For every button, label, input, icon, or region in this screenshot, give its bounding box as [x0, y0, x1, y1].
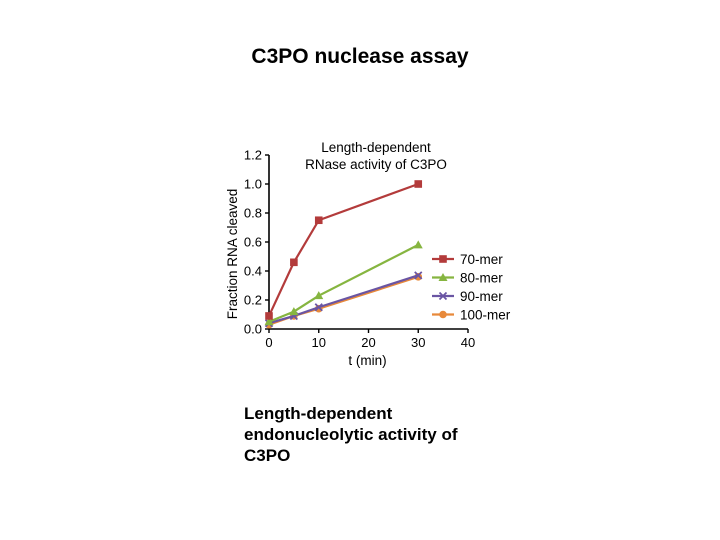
x-tick-label: 40: [461, 335, 475, 350]
caption-line-2: endonucleolytic activity of: [244, 425, 458, 444]
x-tick-label: 30: [411, 335, 425, 350]
legend-label: 90-mer: [460, 289, 503, 304]
legend-item-70-mer: 70-mer: [432, 252, 503, 267]
legend-marker-stroke-b: [438, 291, 448, 301]
legend-marker: [438, 273, 448, 281]
chart-series: [264, 180, 423, 329]
y-tick-label: 1.2: [244, 148, 262, 163]
data-point-70-mer: [314, 216, 323, 225]
x-tick-label: 20: [361, 335, 375, 350]
legend-marker: [438, 291, 448, 301]
legend-label: 100-mer: [460, 308, 511, 323]
y-tick-label: 0.8: [244, 206, 262, 221]
x-tick-label: 10: [312, 335, 326, 350]
data-point-90-mer-stroke-b: [314, 303, 323, 312]
chart-title-line-1: Length-dependent: [321, 140, 431, 155]
x-axis-label: t (min): [348, 353, 386, 368]
legend-item-100-mer: 100-mer: [432, 308, 511, 323]
legend-label: 80-mer: [460, 271, 503, 286]
slide-title: C3PO nuclease assay: [251, 45, 469, 68]
legend-label: 70-mer: [460, 252, 503, 267]
series-line-70-mer: [268, 182, 419, 317]
data-point-90-mer-stroke-b: [414, 271, 423, 280]
chart-axes: 0 10 20 30 40 0.0 0.2 0.4 0.6 0.8 1.0 1.2 t (min) Fra…: [225, 148, 475, 369]
slide-caption: Length-dependent endonucleolytic activit…: [244, 403, 544, 466]
data-point-70-mer: [290, 258, 298, 267]
legend-item-80-mer: 80-mer: [432, 271, 503, 286]
series-80-mer: [264, 240, 423, 326]
chart-legend: 70-mer 80-mer 90-mer 100-mer: [432, 252, 511, 323]
data-point-80-mer: [314, 291, 324, 300]
data-point-70-mer: [414, 180, 423, 188]
x-tick-label: 0: [265, 335, 272, 350]
y-tick-label: 0.4: [244, 264, 262, 279]
series-90-mer: [264, 271, 423, 328]
y-tick-label: 1.0: [244, 177, 262, 192]
legend-marker: [439, 255, 447, 263]
legend-item-90-mer: 90-mer: [432, 289, 503, 304]
data-point-90-mer: [314, 303, 323, 312]
caption-line-1: Length-dependent: [244, 404, 393, 423]
series-70-mer: [265, 180, 423, 320]
y-tick-label: 0.0: [244, 322, 262, 337]
caption-line-3: C3PO: [244, 446, 291, 465]
y-axis-label: Fraction RNA cleaved: [225, 189, 240, 320]
y-tick-label: 0.2: [244, 293, 262, 308]
series-line-90-mer: [268, 274, 419, 325]
data-point-70-mer: [265, 312, 273, 320]
data-point-80-mer: [264, 317, 274, 326]
line-chart: Length-dependent RNase activity of C3PO …: [225, 140, 511, 369]
chart-title-line-2: RNase activity of C3PO: [305, 157, 447, 172]
data-point-80-mer: [289, 307, 299, 316]
series-line-80-mer: [268, 243, 419, 323]
y-tick-label: 0.6: [244, 235, 262, 250]
data-point-90-mer: [414, 271, 423, 280]
legend-marker: [439, 310, 447, 319]
data-point-80-mer: [413, 240, 423, 249]
